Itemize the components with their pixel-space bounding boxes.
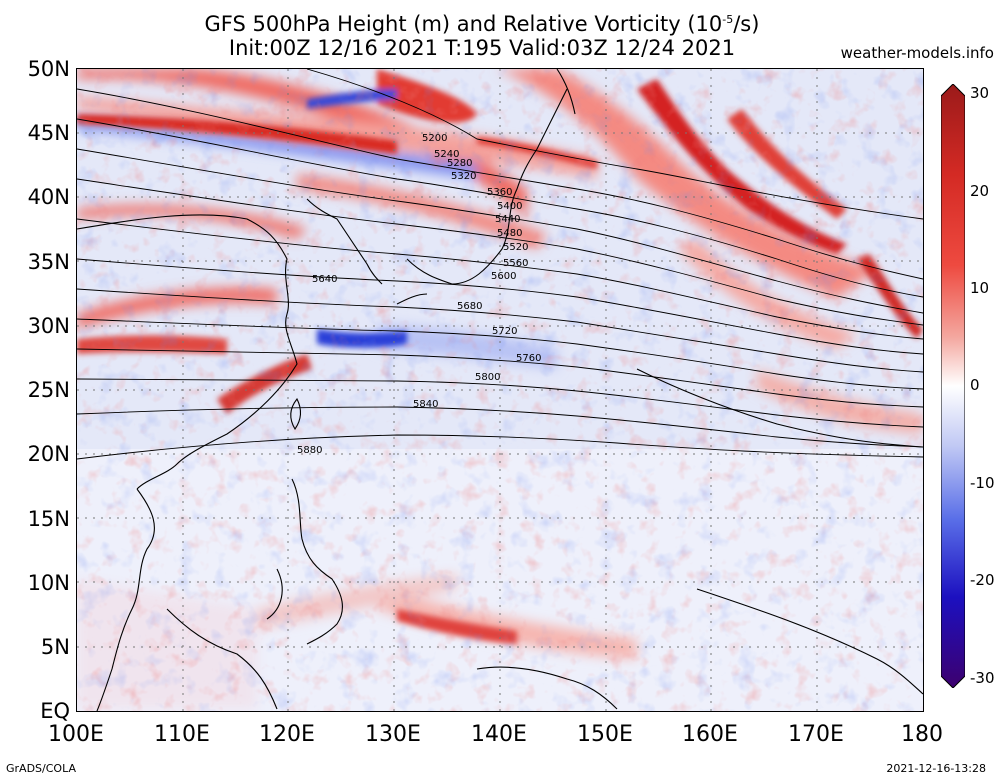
- contour-label: 5720: [492, 326, 517, 337]
- title-superscript: -5: [722, 13, 734, 26]
- map-title-line2: Init:00Z 12/16 2021 T:195 Valid:03Z 12/2…: [228, 36, 736, 60]
- contour-label-group: 5200 5240 5280 5320 5360 5400 5440 5480 …: [297, 133, 541, 456]
- lon-label: 120E: [259, 722, 315, 747]
- lat-label: 40N: [27, 185, 70, 209]
- title-unit: /s): [733, 12, 760, 36]
- map-panel: 5200 5240 5280 5320 5360 5400 5440 5480 …: [76, 68, 924, 712]
- lon-label: 160E: [682, 722, 738, 747]
- lat-label: 5N: [40, 635, 70, 659]
- lon-label: 150E: [577, 722, 633, 747]
- colorbar-label: 20: [970, 182, 990, 200]
- colorbar-label: -20: [970, 571, 995, 589]
- contour-label: 5240: [434, 149, 459, 160]
- contour-label: 5440: [495, 214, 520, 225]
- lat-label: 35N: [27, 250, 70, 274]
- contour-label: 5480: [497, 228, 522, 239]
- lat-label: EQ: [40, 699, 70, 723]
- contour-label: 5520: [503, 242, 528, 253]
- lat-label: 45N: [27, 121, 70, 145]
- lon-label: 170E: [788, 722, 844, 747]
- title-text: GFS 500hPa Height (m) and Relative Vorti…: [204, 12, 723, 36]
- map-title-line1: GFS 500hPa Height (m) and Relative Vorti…: [0, 8, 982, 36]
- footer-left-text: GrADS/COLA: [6, 762, 76, 775]
- contour-label: 5200: [422, 133, 447, 144]
- contour-label: 5600: [491, 271, 516, 282]
- lat-label: 30N: [27, 314, 70, 338]
- contour-label: 5640: [312, 274, 337, 285]
- lat-label: 25N: [27, 378, 70, 402]
- source-credit: weather-models.info: [840, 44, 994, 62]
- colorbar-label: 0: [970, 376, 980, 394]
- lat-label: 50N: [27, 57, 70, 81]
- lat-label: 15N: [27, 507, 70, 531]
- contour-label: 5840: [413, 399, 438, 410]
- footer-timestamp: 2021-12-16-13:28: [886, 762, 986, 775]
- height-contours: [77, 69, 923, 460]
- contour-label: 5760: [516, 353, 541, 364]
- colorbar-label: 10: [970, 279, 990, 297]
- lat-label: 10N: [27, 571, 70, 595]
- contour-label: 5560: [503, 258, 528, 269]
- contour-label: 5880: [297, 445, 322, 456]
- colorbar-ramp: [941, 84, 965, 688]
- contour-label: 5280: [447, 158, 472, 169]
- lon-label: 110E: [154, 722, 210, 747]
- lon-label: 130E: [365, 722, 421, 747]
- contour-label: 5680: [457, 301, 482, 312]
- colorbar-label: 30: [970, 84, 990, 102]
- lat-label: 20N: [27, 442, 70, 466]
- contour-label: 5400: [497, 201, 522, 212]
- colorbar-label: -30: [970, 669, 995, 687]
- colorbar-label: -10: [970, 474, 995, 492]
- colorbar: [941, 84, 965, 688]
- contour-label: 5360: [487, 187, 512, 198]
- lon-label: 100E: [48, 722, 104, 747]
- lon-label: 180: [901, 722, 943, 747]
- contour-label: 5800: [475, 372, 500, 383]
- coastlines: [77, 69, 923, 711]
- contour-label: 5320: [451, 171, 476, 182]
- lon-label: 140E: [471, 722, 527, 747]
- vorticity-map: 5200 5240 5280 5320 5360 5400 5440 5480 …: [77, 69, 923, 711]
